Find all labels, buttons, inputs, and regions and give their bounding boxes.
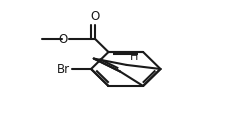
Text: O: O: [59, 33, 68, 46]
Text: O: O: [91, 10, 100, 23]
Text: Br: Br: [57, 63, 70, 76]
Text: H: H: [129, 52, 138, 62]
